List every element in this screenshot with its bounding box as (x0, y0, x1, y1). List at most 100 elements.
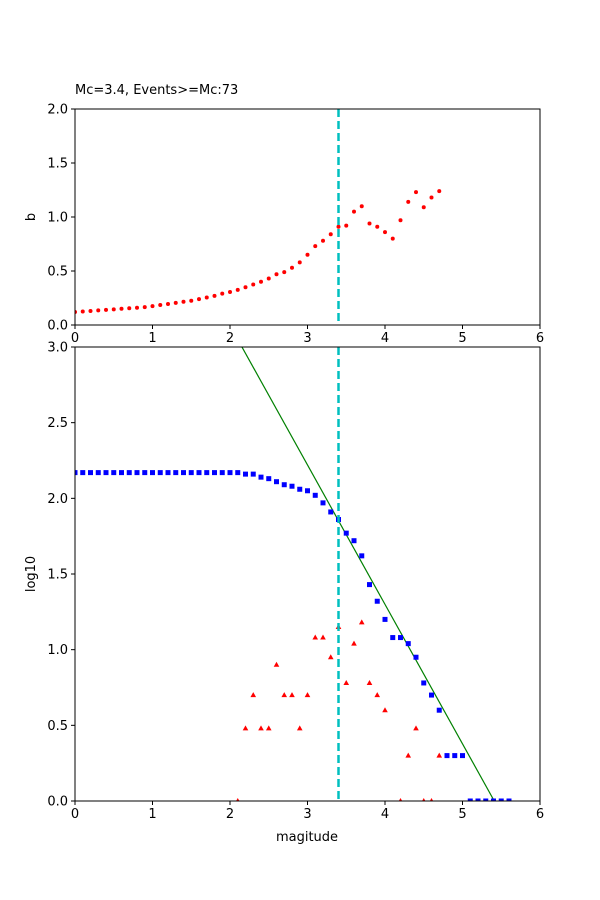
fm-plot-y-tick-label: 0.0 (47, 795, 68, 810)
cumulative-point (196, 470, 202, 476)
b-value-point (398, 218, 403, 223)
b-value-point (429, 195, 434, 200)
b-value-point (119, 306, 124, 311)
fm-plot-plot-area (75, 347, 512, 801)
cumulative-point (367, 582, 372, 588)
cumulative-point (150, 470, 155, 476)
cumulative-point (227, 470, 233, 476)
cumulative-point (460, 753, 465, 759)
cumulative-point (80, 470, 86, 476)
b-value-point (414, 190, 418, 195)
b-value-point (437, 189, 442, 194)
cumulative-point (103, 470, 109, 476)
b-value-point (243, 285, 248, 290)
b-value-point (383, 230, 387, 235)
cumulative-point (398, 635, 403, 641)
noncumulative-point (289, 692, 295, 698)
b-value-point (104, 307, 108, 312)
b-value-point (189, 298, 194, 303)
cumulative-point (343, 530, 349, 536)
b-value-point (305, 252, 310, 257)
cumulative-point (498, 798, 504, 801)
cumulative-point (351, 538, 357, 544)
fm-plot-y-tick-label: 1.0 (47, 643, 68, 658)
b-value-point (235, 287, 240, 292)
noncumulative-point (436, 752, 443, 758)
noncumulative-point (343, 679, 350, 685)
b-plot-plot-area (75, 109, 442, 325)
fm-plot-x-tick-label: 4 (381, 807, 389, 822)
cumulative-point (506, 798, 512, 801)
noncumulative-point (382, 707, 388, 713)
b-value-point (212, 293, 217, 298)
cumulative-point (312, 492, 318, 498)
b-plot-x-tick-label: 5 (458, 331, 466, 346)
cumulative-point (204, 470, 210, 476)
cumulative-point (188, 470, 194, 476)
fm-plot-y-tick-label: 1.5 (47, 568, 68, 583)
cumulative-point (305, 488, 310, 494)
b-plot-x-tick-label: 4 (381, 331, 389, 346)
b-value-point (359, 204, 364, 209)
cumulative-point (382, 616, 388, 622)
b-plot-y-tick-label: 2.0 (47, 103, 68, 118)
cumulative-point (134, 470, 140, 476)
b-value-point (274, 272, 279, 277)
b-value-point (336, 224, 341, 229)
cumulative-point (374, 598, 380, 604)
fm-plot-x-tick-label: 6 (536, 807, 544, 822)
b-value-point (88, 308, 93, 313)
b-value-point (80, 309, 85, 314)
b-value-point (220, 291, 225, 296)
cumulative-point (119, 470, 124, 476)
cumulative-point (320, 500, 326, 506)
cumulative-point (219, 470, 225, 476)
b-value-point (390, 236, 395, 241)
b-value-point (344, 223, 349, 228)
cumulative-point (157, 470, 163, 476)
cumulative-point (88, 470, 93, 476)
cumulative-point (405, 641, 411, 647)
fm-plot-x-tick-label: 5 (458, 807, 466, 822)
noncumulative-point (374, 692, 381, 698)
b-value-point (328, 232, 333, 237)
cumulative-point (328, 509, 334, 515)
fm-plot-x-tick-label: 3 (303, 807, 311, 822)
noncumulative-point (422, 798, 426, 801)
b-value-point (158, 303, 163, 308)
cumulative-point (243, 471, 248, 477)
b-plot-x-tick-label: 6 (536, 331, 544, 346)
b-plot-y-axis-label: b (24, 213, 39, 221)
cumulative-point (258, 474, 264, 480)
b-value-point (259, 279, 263, 284)
b-value-point (135, 305, 139, 310)
fit-line (241, 347, 495, 801)
fm-plot-y-tick-label: 3.0 (47, 341, 68, 356)
cumulative-point (95, 470, 101, 476)
b-plot-y-tick-label: 1.0 (47, 211, 68, 226)
cumulative-point (467, 798, 473, 801)
cumulative-point (483, 798, 489, 801)
b-value-point (297, 260, 302, 265)
cumulative-point (491, 798, 496, 801)
cumulative-point (250, 471, 256, 477)
b-value-point (266, 276, 271, 281)
b-value-point (290, 265, 294, 270)
cumulative-point (421, 680, 427, 686)
b-plot-ticks: 0 1 2 3 4 5 6 0.0 0.5 1.0 1.5 2.0 (47, 103, 544, 347)
noncumulative-point (413, 725, 419, 731)
cumulative-point (142, 470, 148, 476)
fm-plot-y-tick-label: 0.5 (47, 719, 68, 734)
b-plot-x-tick-label: 3 (303, 331, 311, 346)
noncumulative-point (320, 634, 326, 640)
cumulative-point (75, 470, 78, 476)
cumulative-point (266, 476, 272, 482)
noncumulative-point (296, 725, 303, 731)
noncumulative-point (429, 798, 434, 801)
fm-plot-y-tick-label: 2.0 (47, 492, 68, 507)
b-plot-title: Mc=3.4, Events>=Mc:73 (75, 83, 238, 98)
noncumulative-point (358, 619, 365, 625)
cumulative-point (165, 470, 171, 476)
b-value-point (204, 295, 209, 300)
